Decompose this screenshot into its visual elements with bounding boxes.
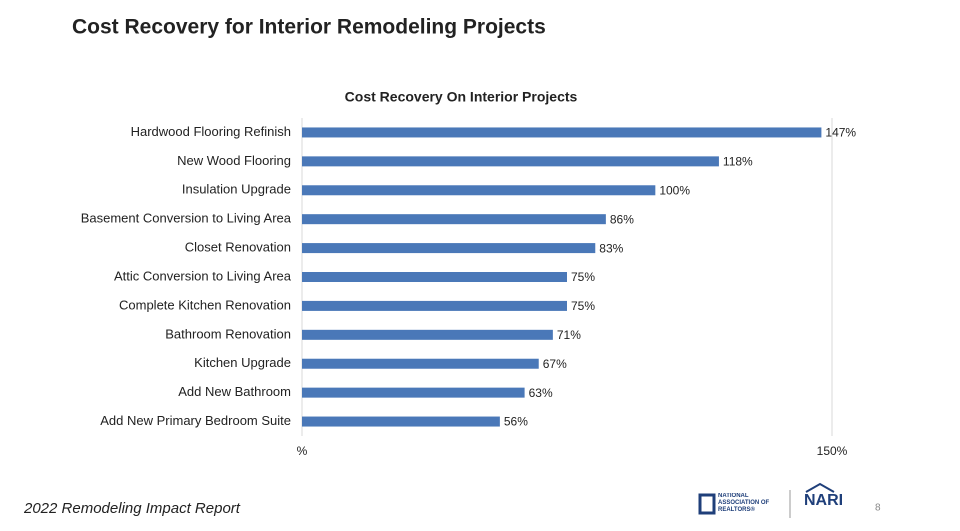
footer-text: 2022 Remodeling Impact Report — [23, 500, 241, 517]
y-tick-label: Bathroom Renovation — [165, 326, 291, 341]
y-tick-label: Insulation Upgrade — [182, 182, 291, 197]
data-label: 67% — [543, 357, 567, 371]
x-tick-label: 150% — [817, 444, 848, 458]
data-label: 56% — [504, 415, 528, 429]
page-number: 8 — [875, 503, 881, 514]
y-tick-label: Attic Conversion to Living Area — [114, 268, 292, 283]
bar — [302, 214, 606, 225]
bar — [302, 329, 553, 340]
data-label: 63% — [529, 386, 553, 400]
bar — [302, 300, 567, 311]
data-label: 71% — [557, 328, 581, 342]
bar — [302, 127, 822, 138]
y-tick-label: New Wood Flooring — [177, 153, 291, 168]
data-label: 118% — [723, 155, 753, 169]
bar — [302, 156, 719, 167]
data-label: 83% — [599, 241, 623, 255]
y-tick-label: Complete Kitchen Renovation — [119, 297, 291, 312]
y-tick-label: Add New Primary Bedroom Suite — [100, 413, 291, 428]
data-label: 147% — [825, 126, 856, 140]
realtors-icon — [698, 493, 716, 515]
bar — [302, 358, 539, 369]
data-label: 86% — [610, 212, 634, 226]
bar — [302, 243, 596, 254]
y-tick-label: Hardwood Flooring Refinish — [131, 124, 291, 139]
nari-logo: NARI — [804, 492, 843, 509]
realtors-logo-box: NATIONAL ASSOCIATION OF REALTORS® — [718, 493, 770, 513]
slide-title: Cost Recovery for Interior Remodeling Pr… — [72, 16, 546, 39]
chart-title: Cost Recovery On Interior Projects — [345, 89, 578, 105]
data-label: 75% — [571, 299, 595, 313]
y-tick-label: Add New Bathroom — [178, 384, 291, 399]
y-tick-label: Closet Renovation — [185, 240, 291, 255]
bar — [302, 416, 500, 427]
data-label: 75% — [571, 270, 595, 284]
data-label: 100% — [659, 183, 690, 197]
bar — [302, 272, 567, 282]
realtors-logo: NATIONAL ASSOCIATION OF REALTORS® — [718, 493, 770, 513]
bar — [302, 387, 525, 398]
bar — [302, 185, 656, 196]
nari-roof — [805, 482, 835, 493]
y-tick-label: Basement Conversion to Living Area — [81, 211, 292, 226]
x-tick-label: % — [297, 444, 308, 458]
y-tick-label: Kitchen Upgrade — [194, 355, 291, 370]
